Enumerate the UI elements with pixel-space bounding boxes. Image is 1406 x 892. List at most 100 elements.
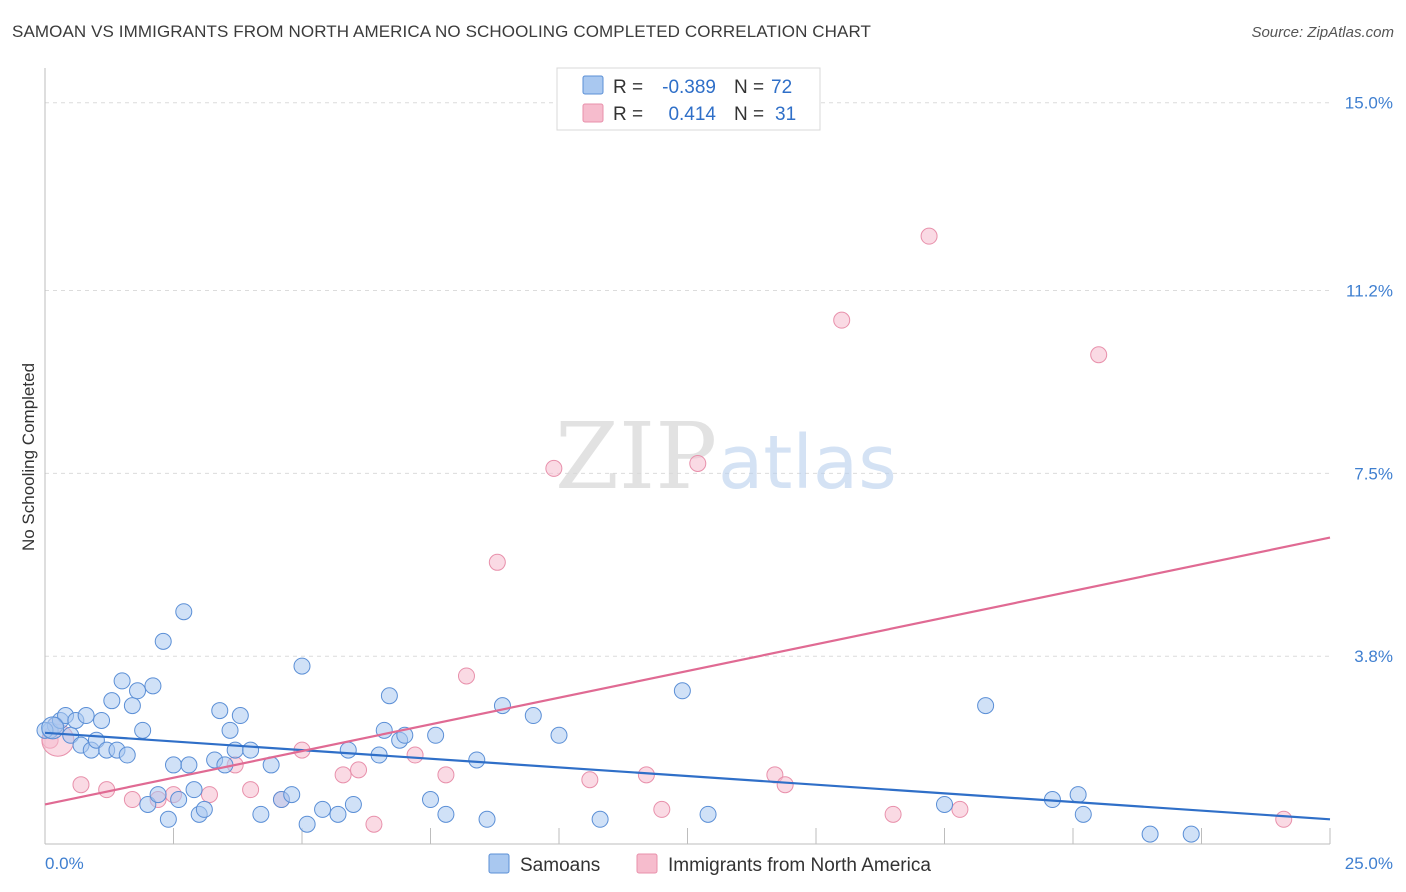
immigrants-point <box>123 791 141 809</box>
samoans-point <box>1069 786 1087 804</box>
samoans-point <box>252 805 270 823</box>
legend-n-label: N = <box>734 104 764 125</box>
samoans-point <box>699 805 717 823</box>
samoans-trend-line <box>44 731 1331 821</box>
immigrants-point <box>72 776 90 794</box>
watermark-zip: ZIP <box>555 403 717 510</box>
trend-lines <box>44 536 1331 821</box>
samoans-point <box>314 800 332 818</box>
samoans-point <box>293 657 311 675</box>
samoans-point <box>427 726 445 744</box>
immigrants-point <box>833 311 851 329</box>
legend-swatch-immigrants <box>582 103 604 123</box>
immigrants-point <box>242 781 260 799</box>
samoans-point <box>977 697 995 715</box>
samoans-point <box>437 805 455 823</box>
samoans-point <box>936 795 953 813</box>
axes <box>44 68 1331 845</box>
samoans-point <box>329 805 347 823</box>
immigrants-point <box>334 766 352 784</box>
immigrants-point <box>545 459 563 477</box>
y-tick-label: 3.8% <box>1354 647 1393 666</box>
chart-source: Source: ZipAtlas.com <box>1251 24 1394 41</box>
immigrants-point <box>689 454 707 472</box>
immigrants-point <box>1275 810 1293 828</box>
samoans-point <box>673 682 691 700</box>
legend-n-value: 72 <box>771 77 792 98</box>
samoans-point <box>591 810 609 828</box>
tick-labels: 3.8% 7.5% 11.2% 15.0% 0.0% 25.0% <box>45 94 1393 873</box>
samoans-point <box>175 603 193 621</box>
immigrants-point <box>776 776 794 794</box>
immigrants-point <box>365 815 383 833</box>
samoans-point <box>93 711 111 729</box>
immigrants-point <box>920 227 938 245</box>
legend-bottom-swatch-samoans <box>488 853 510 874</box>
legend-r-label: R = <box>613 77 643 98</box>
legend-bottom-samoans: Samoans <box>520 855 600 876</box>
samoans-point <box>77 707 95 725</box>
series-samoans-points <box>36 603 1200 843</box>
y-axis-label: No Schooling Completed <box>19 363 38 551</box>
legend-n-value: 31 <box>775 104 796 125</box>
y-tick-label: 15.0% <box>1345 94 1393 113</box>
samoans-point <box>242 741 260 759</box>
samoans-point <box>1141 825 1159 843</box>
samoans-point <box>195 800 213 818</box>
series-immigrants-points <box>41 227 1293 833</box>
legend-swatch-samoans <box>582 75 604 95</box>
samoans-point <box>298 815 316 833</box>
samoans-point <box>123 697 141 715</box>
x-tick-label: 25.0% <box>1345 854 1393 873</box>
watermark-atlas: atlas <box>718 420 897 506</box>
x-tick-label: 0.0% <box>45 854 84 873</box>
samoans-point <box>1182 825 1200 843</box>
legend-bottom-swatch-immigrants <box>636 853 658 874</box>
immigrants-point <box>653 800 671 818</box>
samoans-point <box>180 756 198 774</box>
immigrants-point <box>951 800 969 818</box>
immigrants-point <box>200 786 218 804</box>
zipatlas-watermark: ZIP atlas <box>555 403 897 510</box>
legend-top: R = -0.389 N = 72 R = 0.414 N = 31 <box>556 67 821 131</box>
legend-bottom-immigrants: Immigrants from North America <box>668 855 931 876</box>
chart-title: SAMOAN VS IMMIGRANTS FROM NORTH AMERICA … <box>12 22 872 41</box>
immigrants-point <box>406 746 424 764</box>
samoans-point <box>550 726 568 744</box>
legend-r-label: R = <box>613 104 643 125</box>
samoans-point <box>144 677 162 695</box>
samoans-point <box>170 791 188 809</box>
immigrants-point <box>437 766 455 784</box>
legend-r-value: 0.414 <box>668 104 716 125</box>
samoans-point <box>344 795 362 813</box>
immigrants-trend-line <box>44 536 1331 806</box>
immigrants-point <box>350 761 368 779</box>
samoans-point <box>185 781 203 799</box>
samoans-point <box>139 795 157 813</box>
samoans-point <box>380 687 398 705</box>
samoans-point <box>211 702 229 720</box>
samoans-point <box>283 786 301 804</box>
immigrants-point <box>1090 346 1108 364</box>
legend-n-label: N = <box>734 77 764 98</box>
samoans-point <box>1074 805 1092 823</box>
samoans-cluster <box>41 716 65 740</box>
samoans-point <box>103 692 121 710</box>
samoans-point <box>149 786 167 804</box>
samoans-point <box>524 707 542 725</box>
y-tick-label: 7.5% <box>1354 464 1393 483</box>
samoans-point <box>478 810 496 828</box>
samoans-point <box>221 721 239 739</box>
immigrants-point <box>884 805 902 823</box>
samoans-point <box>134 721 152 739</box>
immigrants-point <box>488 553 506 571</box>
legend-bottom: Samoans Immigrants from North America <box>488 853 931 876</box>
samoans-point <box>231 707 249 725</box>
samoans-point <box>165 756 182 774</box>
samoans-point <box>339 741 357 759</box>
immigrants-point <box>457 667 475 685</box>
samoans-point <box>422 791 439 809</box>
samoans-point <box>154 632 172 650</box>
y-tick-label: 11.2% <box>1346 282 1393 301</box>
